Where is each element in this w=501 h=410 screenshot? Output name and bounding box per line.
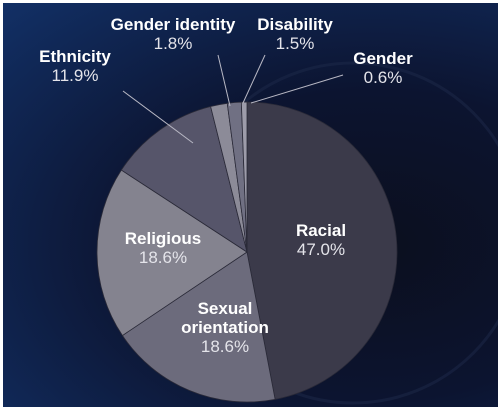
slice-label: Racial 47.0% xyxy=(296,221,346,259)
value-label: 47.0% xyxy=(296,240,346,259)
pie-slice xyxy=(246,101,398,400)
pie-slice xyxy=(121,251,276,403)
value-label: 18.6% xyxy=(138,248,188,267)
leader-line xyxy=(217,54,231,107)
category-name: Ethnicity xyxy=(39,47,111,66)
chart: Racial 47.0% Sexual orientation 18.6% Religi… xyxy=(3,3,498,407)
category-name: Religious xyxy=(124,229,202,248)
category-name: Gender identity xyxy=(110,15,236,34)
value-label: 1.8% xyxy=(153,34,193,53)
category-name: Racial xyxy=(295,221,347,240)
slice-label: Religious 18.6% xyxy=(125,229,202,267)
pie-slice xyxy=(120,105,248,253)
pie-slice xyxy=(240,101,248,253)
slice-label: Gender 0.6% xyxy=(353,49,413,87)
slice-label: Sexual orientation 18.6% xyxy=(170,299,280,356)
value-label: 0.6% xyxy=(363,68,403,87)
value-label: 11.9% xyxy=(51,66,99,85)
slice-label: Ethnicity 11.9% xyxy=(39,47,111,85)
pie-slice xyxy=(96,169,248,337)
slice-label: Gender identity 1.8% xyxy=(111,15,236,53)
category-name: Gender xyxy=(353,49,413,68)
category-name: Disability xyxy=(257,15,333,34)
category-name: Sexual orientation xyxy=(181,299,269,337)
pie-area xyxy=(96,54,498,405)
leader-line xyxy=(122,90,194,144)
value-label: 18.6% xyxy=(200,337,250,356)
leader-line xyxy=(242,54,266,104)
leader-line xyxy=(250,74,344,104)
slice-label: Disability 1.5% xyxy=(257,15,333,53)
value-label: 1.5% xyxy=(275,34,315,53)
